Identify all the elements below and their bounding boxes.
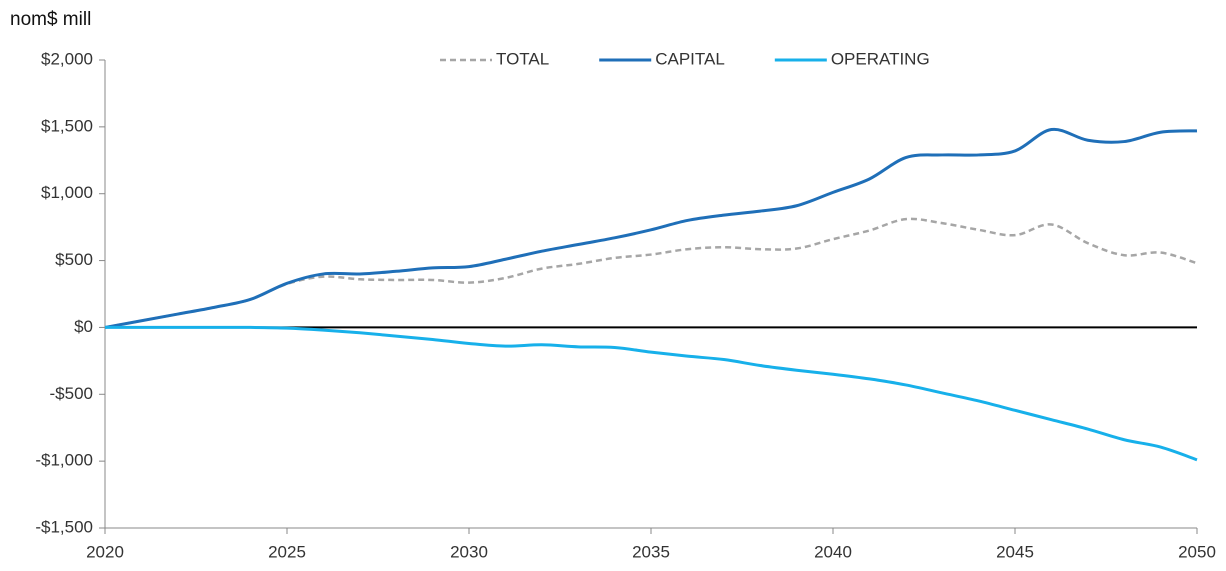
- x-tick-label: 2035: [632, 542, 670, 561]
- x-tick-label: 2045: [996, 542, 1034, 561]
- x-tick-label: 2040: [814, 542, 852, 561]
- legend-label: CAPITAL: [655, 49, 725, 68]
- legend-label: TOTAL: [496, 49, 549, 68]
- legend-label: OPERATING: [831, 49, 930, 68]
- y-tick-label: -$500: [50, 384, 93, 403]
- y-tick-label: $1,500: [41, 116, 93, 135]
- y-tick-label: $500: [55, 250, 93, 269]
- x-tick-label: 2020: [86, 542, 124, 561]
- y-tick-label: $2,000: [41, 49, 93, 68]
- x-tick-label: 2050: [1178, 542, 1216, 561]
- y-tick-label: -$1,000: [35, 451, 93, 470]
- line-series: [104, 127, 1198, 329]
- line-series: [104, 217, 1198, 329]
- line-series: [105, 325, 1198, 462]
- y-axis-label: nom$ mill: [10, 9, 91, 30]
- x-tick-label: 2025: [268, 542, 306, 561]
- x-tick-label: 2030: [450, 542, 488, 561]
- y-tick-label: $1,000: [41, 183, 93, 202]
- y-tick-label: $0: [74, 317, 93, 336]
- y-tick-label: -$1,500: [35, 517, 93, 536]
